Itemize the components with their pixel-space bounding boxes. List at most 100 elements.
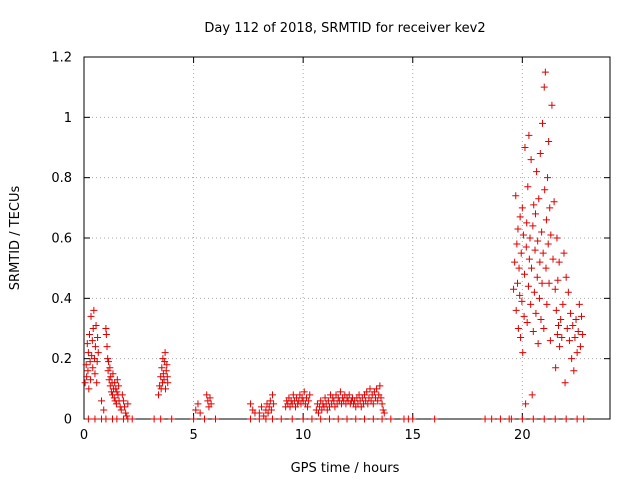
data-point: [87, 376, 95, 384]
data-point: [530, 201, 538, 209]
data-point: [558, 334, 566, 342]
data-point: [538, 228, 546, 236]
data-point: [552, 364, 560, 372]
data-point: [102, 331, 110, 339]
data-point: [288, 415, 296, 423]
data-point: [519, 231, 527, 239]
data-point: [104, 355, 112, 363]
data-point: [530, 288, 538, 296]
data-point: [552, 306, 560, 314]
data-point: [535, 195, 543, 203]
data-point: [92, 321, 100, 329]
data-point: [369, 400, 377, 408]
data-point: [548, 101, 556, 109]
data-point: [194, 400, 202, 408]
data-point: [103, 343, 111, 351]
data-point: [570, 367, 578, 375]
data-point: [363, 388, 371, 396]
data-point: [163, 373, 171, 381]
data-point: [345, 391, 353, 399]
gridlines: [84, 57, 610, 419]
data-point: [207, 400, 215, 408]
data-point: [121, 403, 129, 411]
data-point: [517, 249, 525, 257]
data-point: [580, 415, 588, 423]
data-point: [267, 406, 275, 414]
data-point: [110, 394, 118, 402]
data-point: [300, 388, 308, 396]
data-point: [212, 415, 219, 423]
data-point: [559, 300, 567, 308]
data-points: [81, 68, 588, 423]
data-point: [277, 415, 285, 423]
data-point: [532, 309, 540, 317]
data-point: [515, 264, 523, 272]
data-point: [521, 270, 529, 278]
data-point: [361, 415, 369, 423]
data-point: [113, 415, 121, 423]
data-point: [540, 325, 548, 332]
data-point: [84, 349, 92, 357]
data-point: [511, 258, 519, 266]
y-tick-label: 1: [64, 111, 72, 126]
data-point: [556, 343, 564, 351]
data-point: [102, 325, 110, 332]
data-point: [160, 376, 168, 384]
data-point: [84, 415, 92, 423]
data-point: [547, 231, 555, 239]
data-point: [83, 340, 91, 348]
data-point: [536, 150, 544, 158]
data-point: [518, 297, 526, 305]
data-point: [553, 331, 561, 339]
data-point: [352, 415, 360, 423]
data-point: [124, 400, 132, 408]
data-point: [192, 406, 200, 414]
data-point: [533, 273, 541, 281]
data-point: [336, 388, 344, 396]
data-point: [538, 119, 546, 127]
data-point: [554, 321, 562, 329]
data-point: [544, 174, 552, 182]
data-point: [513, 240, 521, 248]
data-point: [562, 273, 570, 281]
data-point: [524, 183, 532, 191]
data-point: [100, 406, 108, 414]
data-point: [554, 276, 562, 284]
x-axis-label: GPS time / hours: [291, 461, 400, 476]
y-tick-label: 0.6: [51, 232, 72, 247]
data-point: [569, 321, 577, 329]
data-point: [366, 385, 374, 393]
data-point: [255, 409, 263, 417]
data-point: [369, 415, 377, 423]
data-point: [525, 131, 533, 139]
data-point: [561, 379, 569, 387]
data-point: [523, 318, 531, 326]
data-point: [525, 255, 533, 263]
y-tick-label: 0: [64, 413, 72, 428]
data-point: [106, 364, 114, 372]
data-point: [520, 312, 528, 320]
x-tick-label: 10: [295, 428, 312, 443]
data-point: [514, 325, 522, 332]
data-point: [379, 406, 387, 414]
data-point: [305, 397, 313, 405]
data-point: [387, 415, 395, 423]
data-point: [377, 394, 385, 402]
data-point: [247, 400, 255, 408]
data-point: [268, 415, 276, 423]
data-point: [537, 315, 545, 323]
data-point: [534, 237, 542, 245]
data-point: [258, 403, 266, 411]
data-point: [578, 312, 586, 320]
data-point: [545, 137, 553, 145]
data-point: [91, 343, 99, 351]
data-point: [196, 409, 204, 417]
data-point: [203, 391, 211, 399]
data-point: [159, 370, 167, 378]
data-point: [568, 355, 576, 363]
data-point: [317, 415, 325, 423]
data-point: [112, 385, 120, 393]
x-tick-label: 0: [80, 428, 88, 443]
data-point: [264, 409, 272, 417]
